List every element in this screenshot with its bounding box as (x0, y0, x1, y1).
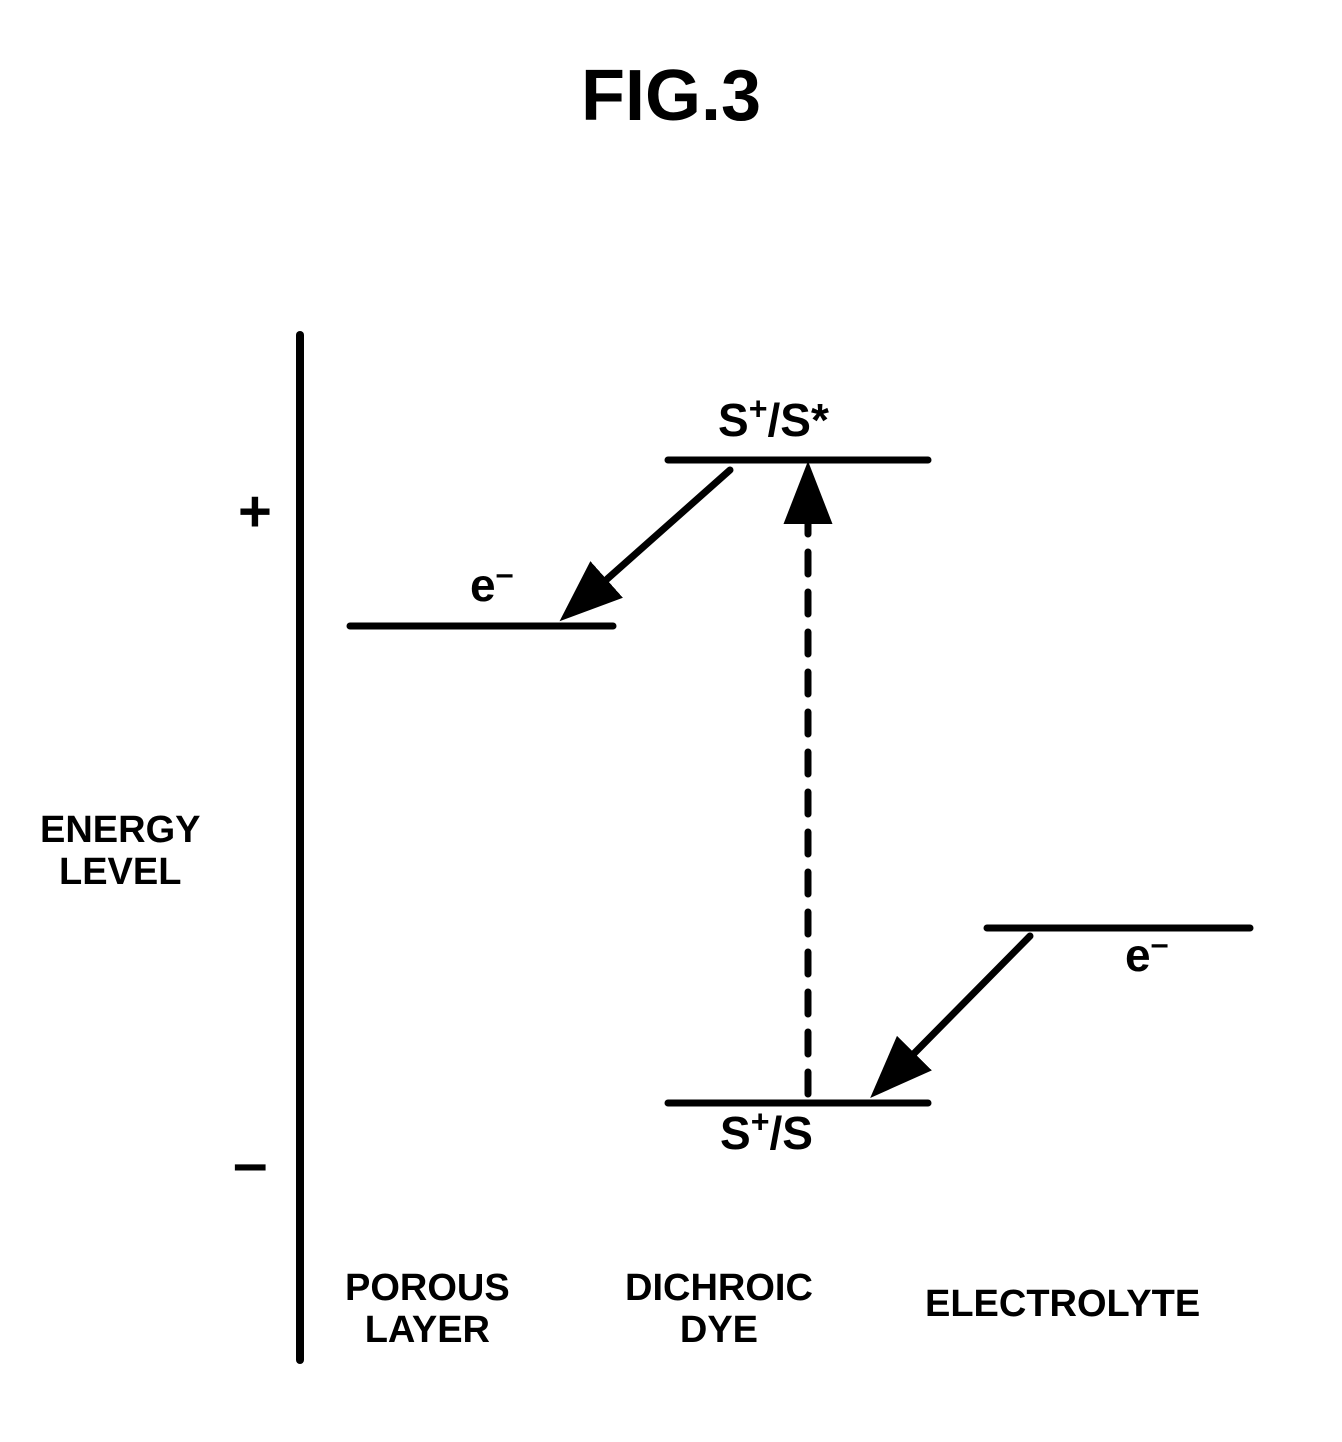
diagram-svg (0, 0, 1342, 1442)
